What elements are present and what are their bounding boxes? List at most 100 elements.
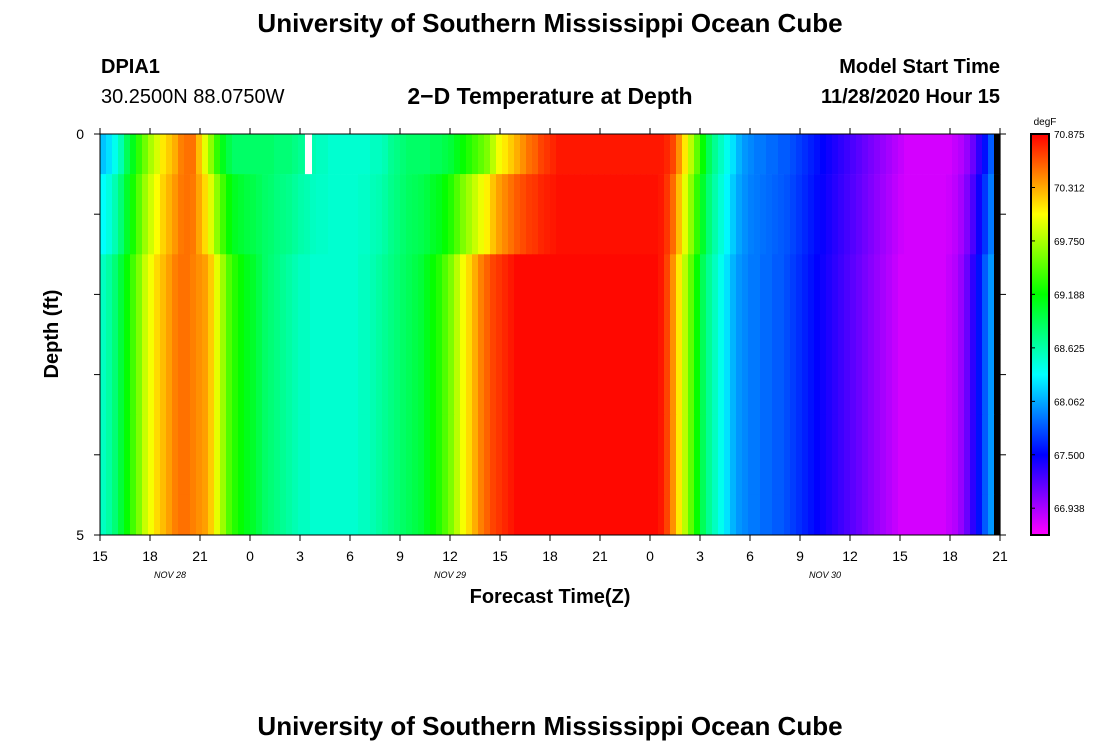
heatmap-cell — [430, 334, 437, 415]
heatmap-cell — [784, 254, 791, 335]
heatmap-cell — [922, 414, 929, 496]
heatmap-cell — [490, 254, 497, 335]
heatmap-cell — [784, 494, 791, 536]
heatmap-cell — [496, 334, 503, 415]
heatmap-cell — [718, 134, 725, 175]
heatmap-cell — [646, 494, 653, 536]
heatmap-cell — [958, 334, 965, 415]
heatmap-cell — [190, 174, 197, 255]
heatmap-cell — [940, 414, 947, 496]
heatmap-cell — [472, 334, 479, 415]
heatmap-cell — [748, 134, 755, 175]
heatmap-cell — [214, 134, 221, 175]
heatmap-cell — [178, 174, 185, 255]
heatmap-cell — [400, 494, 407, 536]
heatmap-cell — [688, 414, 695, 496]
heatmap-cell — [604, 334, 611, 415]
x-tick-label: 12 — [442, 548, 458, 564]
heatmap-cell — [910, 134, 917, 175]
heatmap-cell — [160, 254, 167, 335]
heatmap-cell — [994, 134, 1001, 175]
x-tick-label: 21 — [992, 548, 1008, 564]
heatmap-cell — [982, 134, 989, 175]
heatmap-cell — [724, 414, 731, 496]
heatmap-cell — [286, 414, 293, 496]
heatmap-cell — [754, 414, 761, 496]
date-label: NOV 30 — [809, 570, 841, 580]
heatmap-cell — [364, 334, 371, 415]
heatmap-cell — [718, 254, 725, 335]
heatmap-cell — [454, 494, 461, 536]
heatmap-cell — [166, 174, 173, 255]
heatmap-cell — [190, 494, 197, 536]
heatmap-cell — [964, 334, 971, 415]
heatmap-cell — [160, 174, 167, 255]
heatmap-cell — [304, 414, 311, 496]
heatmap-cell — [646, 414, 653, 496]
heatmap-cell — [640, 134, 647, 175]
heatmap-cell — [238, 494, 245, 536]
heatmap-cell — [694, 134, 701, 175]
heatmap-cell — [340, 254, 347, 335]
heatmap-cell — [358, 174, 365, 255]
heatmap-cell — [652, 334, 659, 415]
heatmap-cell — [370, 254, 377, 335]
heatmap-cell — [184, 254, 191, 335]
heatmap-cell — [718, 334, 725, 415]
heatmap-cell — [790, 494, 797, 536]
heatmap-cell — [916, 174, 923, 255]
heatmap-cell — [682, 334, 689, 415]
heatmap-cell — [388, 134, 395, 175]
heatmap-cell — [166, 494, 173, 536]
heatmap-cell — [496, 254, 503, 335]
heatmap-cell — [652, 494, 659, 536]
heatmap-cell — [274, 414, 281, 496]
heatmap-cell — [538, 494, 545, 536]
heatmap-cell — [952, 494, 959, 536]
heatmap-cell — [694, 494, 701, 536]
heatmap-cell — [586, 254, 593, 335]
heatmap-cell — [886, 134, 893, 175]
heatmap-cell — [622, 334, 629, 415]
heatmap-cell — [736, 254, 743, 335]
heatmap-cell — [688, 174, 695, 255]
heatmap-cell — [760, 134, 767, 175]
heatmap-cell — [490, 334, 497, 415]
x-tick-label: 18 — [542, 548, 558, 564]
heatmap-cell — [880, 254, 887, 335]
heatmap-cell — [376, 254, 383, 335]
heatmap-cell — [160, 334, 167, 415]
heatmap-cell — [706, 134, 713, 175]
heatmap-cell — [466, 134, 473, 175]
heatmap-cell — [742, 494, 749, 536]
heatmap-cell — [880, 414, 887, 496]
heatmap-cell — [700, 414, 707, 496]
heatmap-cell — [598, 254, 605, 335]
heatmap-cell — [616, 174, 623, 255]
heatmap-cell — [412, 174, 419, 255]
heatmap-cell — [754, 134, 761, 175]
heatmap-cell — [592, 334, 599, 415]
heatmap-cell — [238, 134, 245, 175]
heatmap-cell — [904, 174, 911, 255]
heatmap-cell — [664, 414, 671, 496]
heatmap-cell — [478, 334, 485, 415]
heatmap-cell — [232, 334, 239, 415]
heatmap-cell — [496, 414, 503, 496]
heatmap-cell — [568, 494, 575, 536]
x-tick-label: 15 — [92, 548, 108, 564]
heatmap-cell — [352, 134, 359, 175]
heatmap-cell — [298, 414, 305, 496]
heatmap-cell — [424, 134, 431, 175]
heatmap-cell — [316, 254, 323, 335]
heatmap-cell — [304, 334, 311, 415]
heatmap-cell — [142, 254, 149, 335]
missing-data — [305, 134, 312, 175]
heatmap-cell — [616, 134, 623, 175]
heatmap-cell — [388, 254, 395, 335]
heatmap-cell — [460, 494, 467, 536]
heatmap-cell — [598, 134, 605, 175]
heatmap-cell — [952, 254, 959, 335]
heatmap-cell — [184, 134, 191, 175]
heatmap-cell — [796, 174, 803, 255]
